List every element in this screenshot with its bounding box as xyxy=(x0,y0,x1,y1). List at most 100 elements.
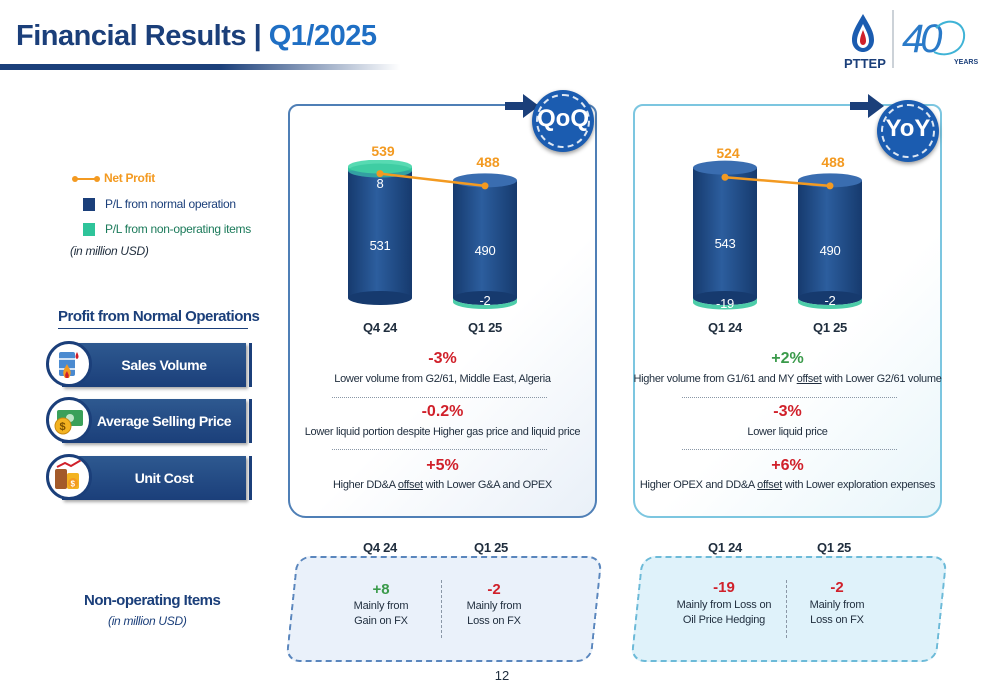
yoy-normal-bar-1 xyxy=(693,167,757,298)
yoy-category-2: Q1 25 xyxy=(813,320,847,335)
yoy-asp-pct: -3% xyxy=(773,403,802,420)
qoq-normal-bar-2 xyxy=(453,180,517,298)
average-selling-price-box: Average Selling Price xyxy=(62,399,246,443)
yoy-net-profit-line xyxy=(724,175,831,188)
nonop-qoq-desc-1: Mainly from Gain on FX xyxy=(353,600,409,627)
unit-cost-box: Unit Cost xyxy=(62,456,246,500)
svg-text:PTTEP: PTTEP xyxy=(844,56,886,71)
yoy-bar-base-2 xyxy=(798,291,862,305)
nonop-yoy-period-2: Q1 25 xyxy=(817,540,851,555)
qoq-nonop-bar-2 xyxy=(453,298,517,309)
legend-net-profit: Net Profit xyxy=(72,171,156,185)
nonop-qoq-period-2: Q1 25 xyxy=(474,540,508,555)
unit-cost-bar xyxy=(249,456,252,500)
normal-operation-swatch xyxy=(83,198,95,212)
page-title-period: Q1/2025 xyxy=(268,20,377,52)
qoq-asp-desc: Lower liquid portion despite Higher gas … xyxy=(304,426,581,438)
nonop-yoy-value-2: -2 xyxy=(830,579,844,596)
nonop-qoq-divider xyxy=(441,580,442,638)
header-rule xyxy=(0,64,400,70)
legend-net-profit-label: Net Profit xyxy=(104,171,156,185)
page-number: 12 xyxy=(494,668,510,683)
qoq-sales-volume-pct: -3% xyxy=(428,350,457,367)
qoq-bar1-normal-label: 531 xyxy=(369,238,391,253)
profit-section-rule xyxy=(58,328,248,329)
qoq-category-1: Q4 24 xyxy=(363,320,397,335)
qoq-bar2-nonop-label: -2 xyxy=(479,293,491,308)
nonop-qoq-value-2: -2 xyxy=(487,581,501,598)
qoq-chart xyxy=(348,160,517,309)
non-operating-swatch xyxy=(83,223,95,237)
svg-text:YEARS: YEARS xyxy=(954,59,978,66)
yoy-bar2-normal-label: 490 xyxy=(819,243,841,258)
yoy-unit-cost-desc: Higher OPEX and DD&A offset with Lower e… xyxy=(639,479,936,491)
yoy-bar1-normal-label: 543 xyxy=(714,236,736,251)
qoq-unit-cost-pct: +5% xyxy=(426,457,459,474)
nonop-yoy-desc-1: Mainly from Loss on Oil Price Hedging xyxy=(676,599,772,626)
page-title-main: Financial Results | xyxy=(16,20,269,52)
qoq-net-profit-line xyxy=(379,172,486,188)
nonop-yoy-divider xyxy=(786,580,787,638)
sales-volume-box: Sales Volume xyxy=(62,343,246,387)
legend-normal-operation: P/L from normal operation xyxy=(83,197,236,212)
yoy-divider-1 xyxy=(682,397,897,398)
yoy-nonop-bar-2 xyxy=(798,298,862,309)
nonop-qoq-desc-2: Mainly from Loss on FX xyxy=(466,600,522,627)
svg-text:40: 40 xyxy=(902,17,942,61)
yoy-bar-base-1 xyxy=(693,291,757,305)
legend-non-operating: P/L from non-operating items xyxy=(83,222,251,237)
qoq-divider-1 xyxy=(332,397,547,398)
sales-volume-bar xyxy=(249,343,252,387)
yoy-bar2-net-profit: 488 xyxy=(821,154,845,170)
barrels-chart-icon: $ xyxy=(46,454,92,500)
yoy-bar1-nonop-label: -19 xyxy=(716,296,734,311)
qoq-unit-cost-desc: Higher DD&A offset with Lower G&A and OP… xyxy=(333,479,552,491)
qoq-bar1-net-profit: 539 xyxy=(371,143,395,159)
nonop-yoy-value-1: -19 xyxy=(713,579,735,596)
yoy-bar-top-1 xyxy=(693,160,757,175)
yoy-badge: YoY xyxy=(877,100,939,162)
non-operating-unit-note: (in million USD) xyxy=(108,614,187,628)
legend-unit-note: (in million USD) xyxy=(70,244,149,258)
svg-text:$: $ xyxy=(60,421,66,433)
legend-normal-label: P/L from normal operation xyxy=(105,197,236,211)
net-profit-line-icon xyxy=(72,175,100,182)
yoy-sales-volume-pct: +2% xyxy=(771,350,804,367)
qoq-bar2-normal-label: 490 xyxy=(474,243,496,258)
qoq-divider-2 xyxy=(332,449,547,450)
qoq-bar2-net-profit: 488 xyxy=(476,154,500,170)
yoy-category-1: Q1 24 xyxy=(708,320,742,335)
oil-barrel-flame-icon xyxy=(46,341,92,387)
non-operating-title: Non-operating Items xyxy=(84,592,221,609)
qoq-category-2: Q1 25 xyxy=(468,320,502,335)
yoy-asp-desc: Lower liquid price xyxy=(747,426,828,438)
yoy-divider-2 xyxy=(682,449,897,450)
qoq-net-profit-point-2 xyxy=(481,182,489,190)
company-logo: PTTEP 40 YEARS xyxy=(836,8,986,72)
qoq-bar1-nonop-label: 8 xyxy=(376,176,384,191)
pttep-logo-graphic: PTTEP 40 YEARS xyxy=(844,10,978,71)
qoq-net-profit-point-1 xyxy=(376,170,384,178)
nonop-qoq-value-1: +8 xyxy=(372,581,390,598)
nonop-yoy-desc-2: Mainly from Loss on FX xyxy=(809,599,865,626)
yoy-bar2-nonop-label: -2 xyxy=(824,293,836,308)
qoq-bar-base-2 xyxy=(453,291,517,305)
svg-text:$: $ xyxy=(71,480,76,489)
yoy-nonop-bar-1 xyxy=(693,298,757,310)
legend-nonop-label: P/L from non-operating items xyxy=(105,222,251,236)
qoq-sales-volume-desc: Lower volume from G2/61, Middle East, Al… xyxy=(334,373,551,385)
money-coin-icon: $ xyxy=(46,397,92,443)
qoq-arrow-icon xyxy=(505,94,539,118)
qoq-bar-base-1 xyxy=(348,291,412,305)
yoy-normal-bar-2 xyxy=(798,180,862,298)
average-selling-price-bar xyxy=(249,399,252,443)
yoy-chart xyxy=(693,160,862,310)
profit-section-title: Profit from Normal Operations xyxy=(58,308,260,325)
yoy-unit-cost-pct: +6% xyxy=(771,457,804,474)
nonop-qoq-period-1: Q4 24 xyxy=(363,540,397,555)
qoq-normal-bar-1 xyxy=(348,170,412,298)
yoy-net-profit-point-2 xyxy=(826,182,834,190)
yoy-arrow-icon xyxy=(850,94,884,118)
page-title: Financial Results | Q1/2025 xyxy=(16,20,377,53)
qoq-badge: QoQ xyxy=(532,90,594,152)
